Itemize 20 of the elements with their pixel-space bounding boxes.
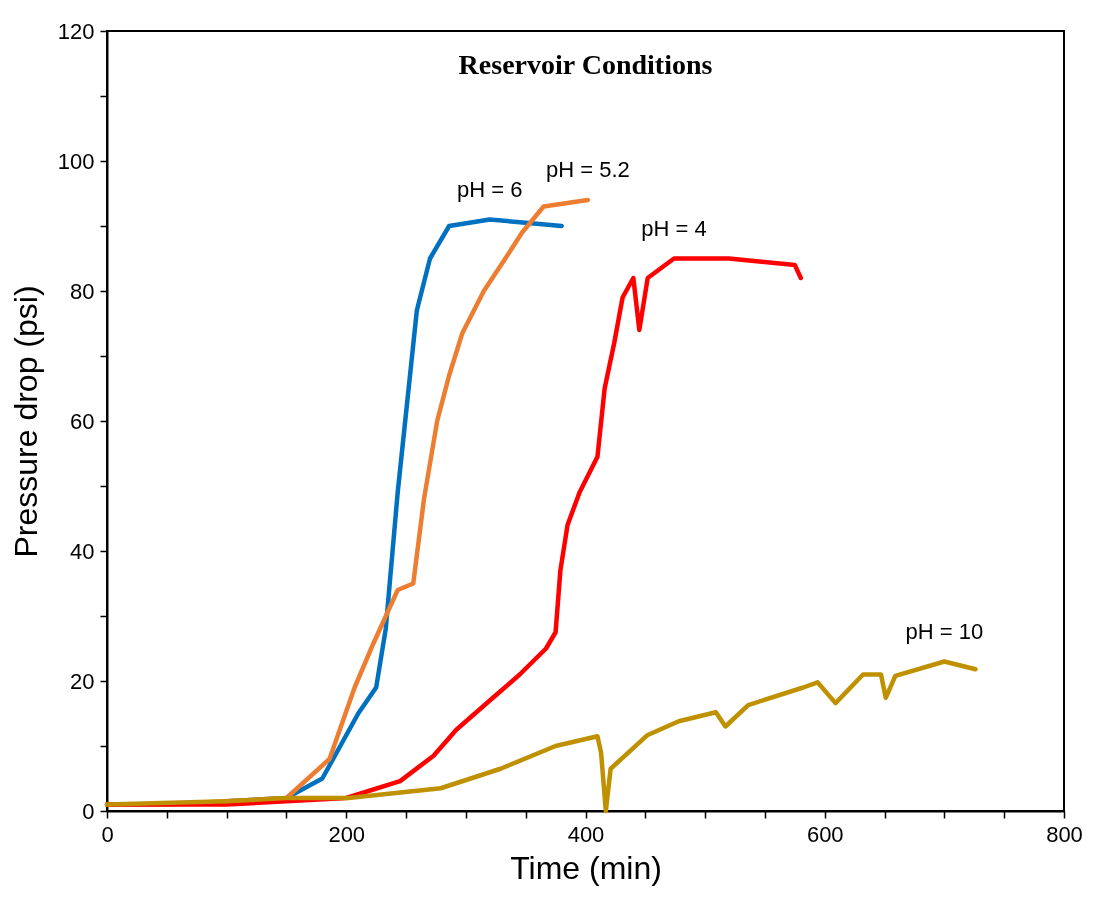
y-tick-label: 80 <box>70 278 95 304</box>
y-tick-label: 120 <box>57 18 95 44</box>
series-label: pH = 4 <box>641 215 707 241</box>
x-tick-label: 0 <box>101 821 114 847</box>
y-tick-label: 40 <box>70 538 95 564</box>
y-tick-label: 0 <box>82 798 95 824</box>
x-tick-label: 400 <box>567 821 605 847</box>
y-tick-label: 20 <box>70 668 95 694</box>
line-series <box>104 659 978 814</box>
text: Reservoir Conditions <box>458 49 713 80</box>
series-label: pH = 5.2 <box>546 157 630 182</box>
y-axis-title: Pressure drop (psi) <box>7 285 44 558</box>
y-tick-label: 60 <box>70 408 95 434</box>
x-axis-title: Time (min) <box>510 849 662 886</box>
y-tick-label: 100 <box>57 148 95 174</box>
series-label: pH = 6 <box>457 176 523 202</box>
x-tick-label: 800 <box>1046 821 1083 847</box>
series-label: pH = 10 <box>905 618 984 644</box>
x-tick-label: 200 <box>328 821 366 847</box>
x-tick-label: 600 <box>806 821 844 847</box>
